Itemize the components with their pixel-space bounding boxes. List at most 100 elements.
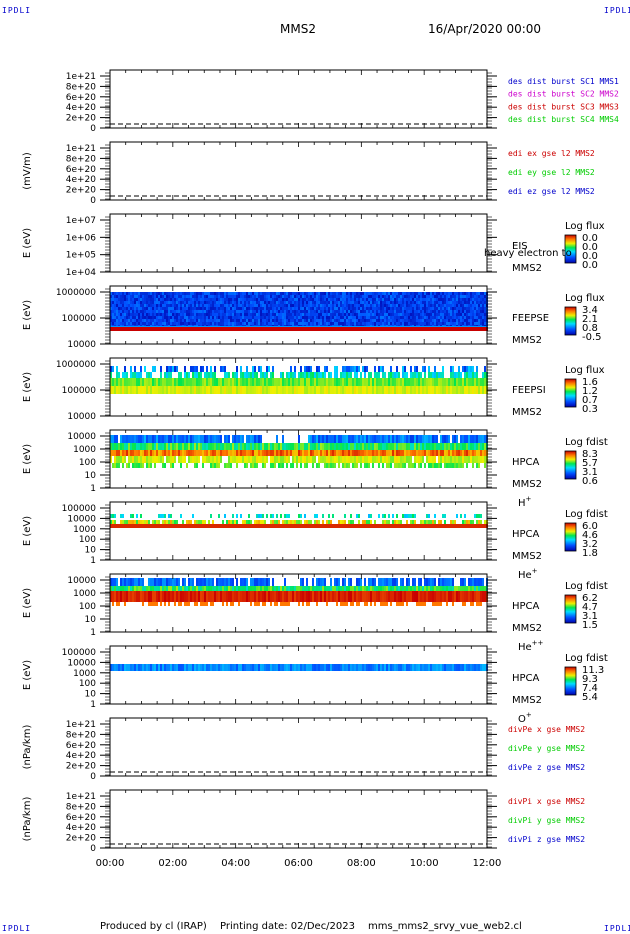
spectrogram-cell — [466, 319, 468, 322]
spectrogram-cell — [194, 366, 196, 372]
spectrogram-cell — [366, 295, 368, 298]
spectrogram-cell — [390, 450, 392, 456]
spectrogram-cell — [302, 307, 304, 310]
spectrogram-cell — [356, 310, 358, 313]
spectrogram-cell — [354, 298, 356, 301]
spectrogram-cell — [210, 327, 212, 331]
spectrogram-cell — [218, 514, 220, 518]
spectrogram-cell — [224, 372, 226, 378]
spectrogram-cell — [122, 319, 124, 322]
spectrogram-cell — [270, 327, 272, 331]
spectrogram-cell — [346, 366, 348, 372]
spectrogram-cell — [420, 298, 422, 301]
spectrogram-cell — [156, 319, 158, 322]
spectrogram-cell — [114, 319, 116, 322]
spectrogram-cell — [306, 456, 308, 463]
y-tick-label: 1 — [90, 484, 96, 494]
spectrogram-cell — [222, 520, 224, 524]
spectrogram-cell — [198, 319, 200, 322]
spectrogram-cell — [272, 514, 274, 518]
spectrogram-cell — [416, 386, 418, 394]
spectrogram-cell — [330, 450, 332, 456]
instrument-label: EIS — [512, 241, 528, 252]
spectrogram-cell — [396, 319, 398, 322]
spectrogram-cell — [404, 378, 406, 386]
spectrogram-cell — [426, 316, 428, 319]
spectrogram-cell — [346, 327, 348, 331]
spectrogram-cell — [320, 301, 322, 304]
spectrogram-cell — [464, 378, 466, 386]
spectrogram-cell — [442, 327, 444, 331]
spectrogram-cell — [438, 372, 440, 378]
spectrogram-cell — [250, 456, 252, 463]
spectrogram-cell — [450, 443, 452, 450]
spectrogram-cell — [484, 372, 486, 378]
spectrogram-cell — [250, 307, 252, 310]
spectrogram-cell — [236, 319, 238, 322]
spectrogram-cell — [188, 298, 190, 301]
spectrogram-cell — [376, 378, 378, 386]
spectrogram-cell — [292, 520, 294, 524]
spectrogram-cell — [432, 327, 434, 331]
spectrogram-cell — [466, 463, 468, 468]
spectrogram-cell — [464, 295, 466, 298]
spectrogram-cell — [390, 310, 392, 313]
spectrogram-cell — [204, 316, 206, 319]
spectrogram-cell — [134, 450, 136, 456]
spectrogram-cell — [428, 301, 430, 304]
spectrogram-cell — [478, 463, 480, 468]
spectrogram-cell — [226, 298, 228, 301]
spectrogram-cell — [248, 304, 250, 307]
spectrogram-cell — [294, 319, 296, 322]
spectrogram-cell — [476, 313, 478, 316]
spectrogram-cell — [160, 378, 162, 386]
spectrogram-cell — [436, 327, 438, 331]
spectrogram-cell — [446, 292, 448, 295]
spectrogram-cell — [364, 319, 366, 322]
spectrogram-cell — [282, 298, 284, 301]
spectrogram-cell — [146, 304, 148, 307]
spectrogram-cell — [326, 316, 328, 319]
spectrogram-cell — [476, 307, 478, 310]
spectrogram-cell — [266, 322, 268, 325]
spectrogram-cell — [266, 366, 268, 372]
spectrogram-cell — [294, 310, 296, 313]
spectrogram-cell — [386, 327, 388, 331]
spectrogram-cell — [240, 313, 242, 316]
spectrogram-cell — [478, 450, 480, 456]
spectrogram-cell — [438, 327, 440, 331]
spectrogram-cell — [246, 307, 248, 310]
spectrogram-cell — [210, 378, 212, 386]
spectrogram-cell — [416, 313, 418, 316]
spectrogram-cell — [396, 304, 398, 307]
spectrogram-cell — [124, 372, 126, 378]
spectrogram-cell — [448, 292, 450, 295]
spectrogram-cell — [368, 298, 370, 301]
spectrogram-cell — [404, 310, 406, 313]
spectrogram-cell — [112, 319, 114, 322]
spectrogram-cell — [328, 301, 330, 304]
spectrogram-cell — [346, 310, 348, 313]
spectrogram-cell — [238, 304, 240, 307]
spectrogram-cell — [340, 313, 342, 316]
spectrogram-cell — [172, 456, 174, 463]
spectrogram-cell — [250, 295, 252, 298]
spectrogram-cell — [480, 295, 482, 298]
spectrogram-cell — [160, 304, 162, 307]
spectrogram-cell — [190, 310, 192, 313]
spectrogram-cell — [340, 372, 342, 378]
spectrogram-cell — [470, 443, 472, 450]
spectrogram-cell — [380, 322, 382, 325]
spectrogram-cell — [360, 443, 362, 450]
spectrogram-cell — [390, 456, 392, 463]
spectrogram-cell — [112, 524, 114, 528]
spectrogram-cell — [128, 435, 130, 443]
spectrogram-cell — [174, 313, 176, 316]
spectrogram-cell — [120, 292, 122, 295]
spectrogram-cell — [204, 456, 206, 463]
spectrogram-cell — [144, 298, 146, 301]
spectrogram-cell — [184, 322, 186, 325]
spectrogram-cell — [304, 301, 306, 304]
spectrogram-cell — [238, 298, 240, 301]
